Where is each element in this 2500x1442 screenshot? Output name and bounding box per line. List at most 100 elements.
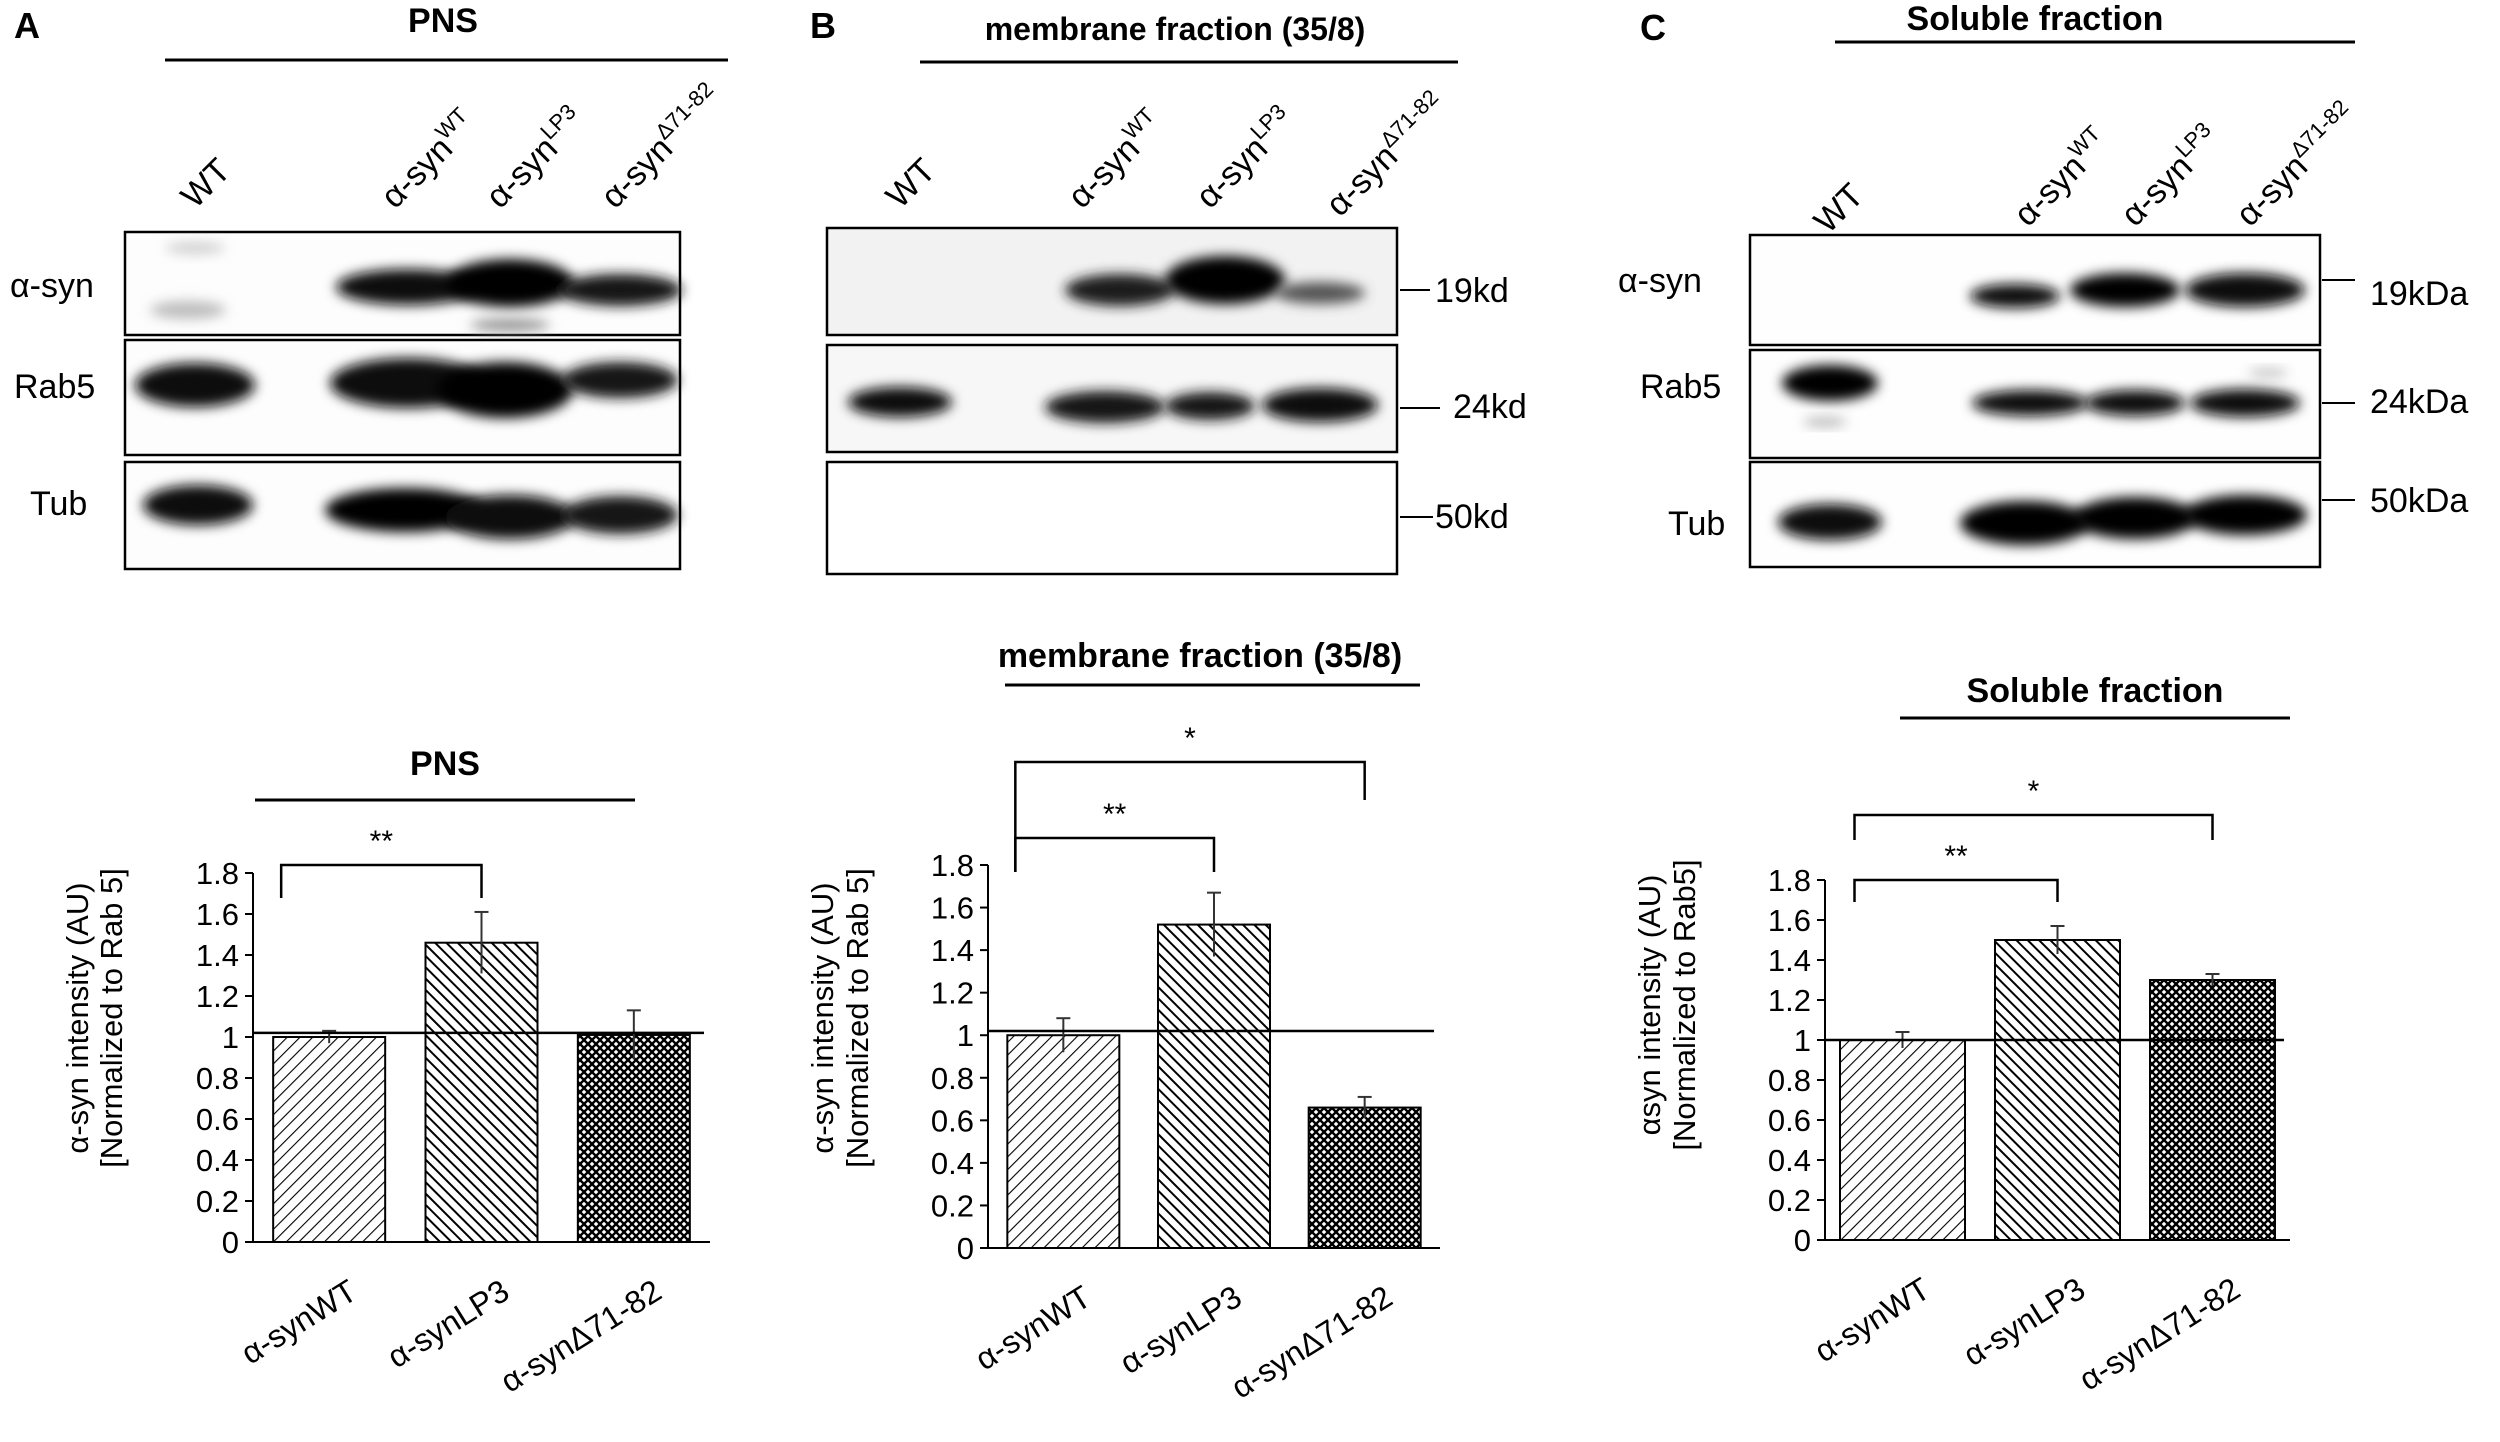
x-tick-label: α-synLP3 bbox=[1113, 1278, 1247, 1381]
panel-c-lane-label: α-synΔ71-82 bbox=[2226, 94, 2365, 233]
panel-b-lane-label: WT bbox=[879, 151, 943, 215]
bar bbox=[1307, 1106, 1422, 1249]
panel-c-row-label: α-syn bbox=[1618, 262, 1702, 300]
panel-b-blot-header: membrane fraction (35/8) bbox=[985, 11, 1366, 47]
significance-bracket bbox=[1853, 813, 2214, 840]
significance-bracket bbox=[1014, 760, 1366, 872]
panel-b-lane-label: α-synWT bbox=[1058, 102, 1171, 215]
y-tick-label: 0 bbox=[1794, 1223, 1811, 1258]
panel-a-row-label: Rab5 bbox=[14, 368, 95, 406]
panel-b-lane-label: α-synΔ71-82 bbox=[1316, 84, 1455, 223]
panel-a-blot-alpha-syn bbox=[123, 230, 682, 337]
panel-c-lane-label: α-synLP3 bbox=[2111, 117, 2228, 234]
panel-a-lane-label: α-synΔ71-82 bbox=[591, 76, 730, 215]
y-tick-label: 1.8 bbox=[196, 856, 239, 891]
panel-a-blot-header: PNS bbox=[408, 2, 478, 40]
y-tick-label: 0.4 bbox=[196, 1143, 239, 1178]
x-tick-label: α-synΔ71-82 bbox=[494, 1272, 668, 1399]
x-tick-label: α-synΔ71-82 bbox=[2073, 1270, 2247, 1397]
chart-title: PNS bbox=[410, 745, 480, 783]
y-tick-label: 1.2 bbox=[196, 979, 239, 1014]
y-tick-label: 0.2 bbox=[1768, 1183, 1811, 1218]
panel-b-marker-50: 50kd bbox=[1435, 498, 1509, 536]
panel-c-marker-50: 50kDa bbox=[2370, 482, 2468, 520]
panel-b-letter: B bbox=[810, 5, 836, 46]
panel-a-row-label: Tub bbox=[30, 485, 87, 523]
y-tick-label: 1.8 bbox=[931, 848, 974, 883]
bar bbox=[1006, 1034, 1121, 1249]
significance-label: ** bbox=[1944, 840, 1968, 873]
y-tick-label: 1.6 bbox=[931, 891, 974, 926]
y-tick-label: 1.8 bbox=[1768, 863, 1811, 898]
y-tick-label: 0.2 bbox=[931, 1188, 974, 1223]
panel-a-lane-label: α-synWT bbox=[371, 102, 484, 215]
y-tick-label: 0 bbox=[222, 1225, 239, 1260]
panel-c-row-label: Tub bbox=[1668, 505, 1725, 543]
panel-c-marker-19: 19kDa bbox=[2370, 275, 2468, 313]
y-axis-label: α-syn intensity (AU) bbox=[60, 882, 95, 1153]
x-tick-label: α-synLP3 bbox=[1957, 1270, 2091, 1373]
y-tick-label: 0.4 bbox=[1768, 1143, 1811, 1178]
panel-b-marker-19: 19kd bbox=[1435, 272, 1509, 310]
panel-b-blot-alpha-syn bbox=[825, 226, 1399, 337]
panel-a-letter: A bbox=[14, 5, 40, 46]
x-tick-label: α-synWT bbox=[969, 1278, 1097, 1377]
panel-b-blot-tub bbox=[825, 460, 1399, 576]
significance-bracket bbox=[1014, 836, 1216, 872]
y-tick-label: 1.6 bbox=[1768, 903, 1811, 938]
panel-c-blot-header: Soluble fraction bbox=[1907, 0, 2164, 38]
chart-1: PNS 0 0.2 0.4 0.6 0.8 1 1.2 1.4 1.6 1.8 α-syn inten… bbox=[60, 745, 710, 1399]
y-axis-label: [Normalized to Rab5] bbox=[1667, 859, 1702, 1150]
significance-label: * bbox=[1184, 722, 1196, 755]
panel-a-row-label: α-syn bbox=[10, 267, 94, 305]
bar bbox=[272, 1036, 387, 1243]
panel-c-lane-label: WT bbox=[1807, 176, 1871, 240]
chart-title: Soluble fraction bbox=[1967, 672, 2224, 710]
significance-bracket bbox=[279, 863, 483, 898]
y-tick-label: 1.2 bbox=[931, 976, 974, 1011]
y-tick-label: 0.8 bbox=[196, 1061, 239, 1096]
y-tick-label: 0.6 bbox=[931, 1103, 974, 1138]
y-tick-label: 1 bbox=[1794, 1023, 1811, 1058]
bar bbox=[1994, 939, 2121, 1241]
chart-title: membrane fraction (35/8) bbox=[998, 637, 1402, 675]
panel-b-blot-rab5 bbox=[825, 343, 1399, 454]
y-tick-label: 1 bbox=[222, 1020, 239, 1055]
bar bbox=[576, 1033, 691, 1243]
y-axis-label: [Normalized to Rab 5] bbox=[840, 868, 875, 1168]
y-tick-label: 0.8 bbox=[1768, 1063, 1811, 1098]
significance-bracket bbox=[1853, 878, 2059, 902]
significance-label: ** bbox=[1103, 798, 1127, 831]
panel-b-marker-24: 24kd bbox=[1453, 388, 1527, 426]
bar bbox=[424, 941, 539, 1243]
chart-2: membrane fraction (35/8) 0 0.2 0.4 0.6 0.8 1 1.… bbox=[805, 637, 1440, 1405]
panel-b-lane-label: α-synLP3 bbox=[1186, 99, 1303, 216]
panel-c-row-label: Rab5 bbox=[1640, 368, 1721, 406]
y-axis-label: α-syn intensity (AU) bbox=[805, 882, 840, 1153]
panel-a-lane-label: α-synLP3 bbox=[476, 99, 593, 216]
panel-c: C Soluble fraction WT α-synWT α-synLP3 α… bbox=[1618, 0, 2468, 569]
y-axis-label: αsyn intensity (AU) bbox=[1632, 875, 1667, 1136]
y-tick-label: 1.4 bbox=[196, 938, 239, 973]
y-tick-label: 0.6 bbox=[1768, 1103, 1811, 1138]
bar-charts: PNS 0 0.2 0.4 0.6 0.8 1 1.2 1.4 1.6 1.8 α-syn inten… bbox=[60, 637, 2290, 1405]
y-tick-label: 0.8 bbox=[931, 1061, 974, 1096]
y-tick-label: 1.6 bbox=[196, 897, 239, 932]
panel-c-blot-tub bbox=[1748, 460, 2322, 569]
y-axis-label: [Normalized to Rab 5] bbox=[94, 868, 129, 1168]
chart-3: Soluble fraction 0 0.2 0.4 0.6 0.8 1 1.2 1.4 1.6 1… bbox=[1632, 672, 2290, 1397]
bar bbox=[1839, 1039, 1966, 1241]
significance-label: * bbox=[2028, 775, 2040, 808]
x-tick-label: α-synLP3 bbox=[381, 1272, 515, 1375]
y-tick-label: 0.6 bbox=[196, 1102, 239, 1137]
x-tick-label: α-synΔ71-82 bbox=[1225, 1278, 1399, 1405]
panel-c-blot-rab5 bbox=[1748, 348, 2322, 460]
bar bbox=[2149, 979, 2276, 1241]
panel-c-letter: C bbox=[1640, 7, 1666, 48]
y-tick-label: 0 bbox=[957, 1231, 974, 1266]
bar bbox=[1157, 923, 1271, 1249]
panel-c-blot-alpha-syn bbox=[1748, 233, 2322, 347]
panel-a-blot-rab5 bbox=[123, 338, 682, 457]
panel-c-lane-label: α-synWT bbox=[2004, 120, 2117, 233]
